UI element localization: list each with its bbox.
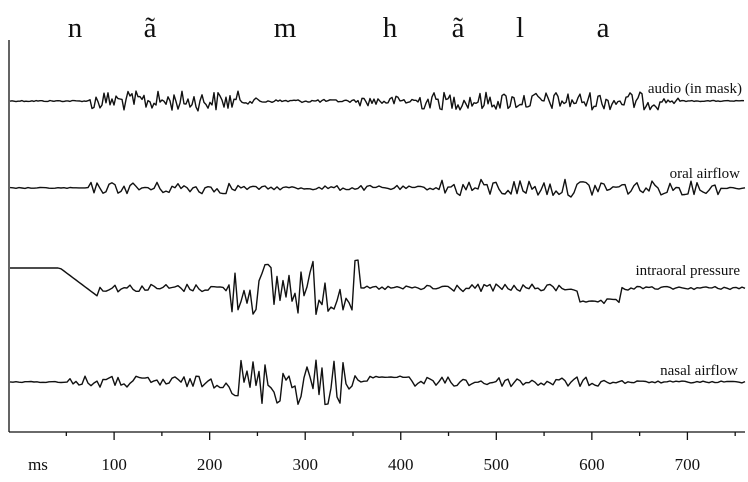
trace-labels: audio (in mask) oral airflow intraoral pre… [635,81,742,379]
series-label-3: nasal airflow [660,363,738,379]
series-label-0: audio (in mask) [648,81,742,97]
segment-label-0: n [68,12,83,44]
trace-1 [9,178,746,198]
x-tick-label-600: 600 [579,455,605,474]
signal-traces [9,90,746,406]
x-tick-label-200: 200 [197,455,223,474]
series-label-2: intraoral pressure [635,263,740,279]
x-tick-label-700: 700 [675,455,701,474]
x-tick-label-100: 100 [101,455,127,474]
segment-label-5: l [516,12,524,44]
segment-label-1: ã [144,12,157,44]
x-tick-label-300: 300 [292,455,318,474]
x-unit-label: ms [28,455,48,474]
x-axis: ms 100 200 300 400 500 600 700 [9,431,745,474]
trace-0 [9,90,745,112]
segment-label-3: h [383,12,398,44]
segment-label-6: a [597,12,610,44]
trace-2 [10,259,746,315]
series-label-1: oral airflow [670,166,741,182]
segment-label-2: m [274,12,297,44]
x-tick-label-500: 500 [484,455,510,474]
x-tick-label-400: 400 [388,455,414,474]
segment-label-4: ã [452,12,465,44]
trace-3 [9,359,746,406]
